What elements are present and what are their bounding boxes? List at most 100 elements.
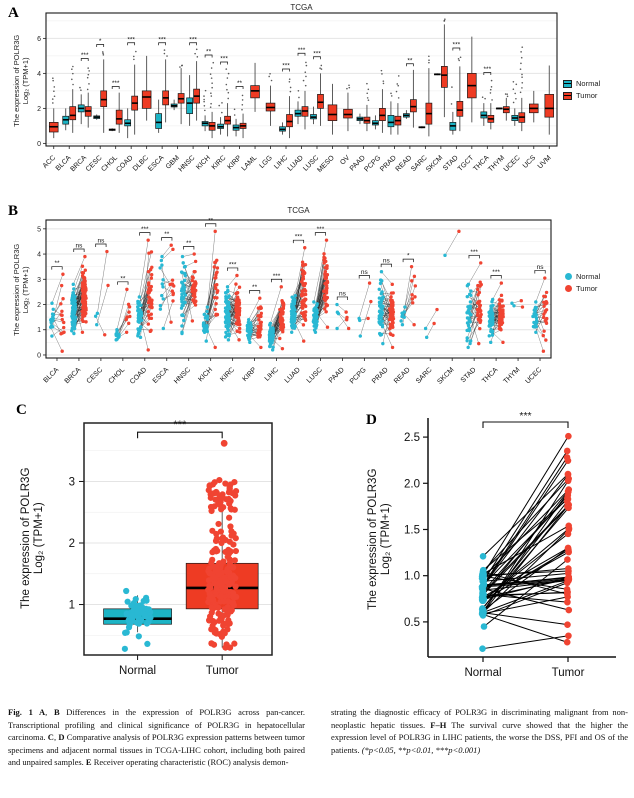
svg-text:2: 2: [37, 106, 41, 113]
svg-text:BRCA: BRCA: [69, 154, 88, 173]
svg-text:PAAD: PAAD: [328, 366, 346, 384]
svg-text:5: 5: [37, 226, 41, 233]
normal-boxplot-icon: [563, 79, 572, 88]
svg-text:ESCA: ESCA: [147, 154, 166, 173]
svg-text:Tumor: Tumor: [552, 667, 585, 679]
boxplot-group-LUSC: ***: [310, 50, 324, 126]
boxplot-group-GBM: [170, 64, 185, 125]
svg-text:**: **: [54, 260, 60, 267]
paired-group-LIHC: ***: [267, 273, 286, 352]
boxplot-group-SKCM: [434, 18, 448, 118]
caption-right-column: strating the diagnostic efficacy of POLR…: [331, 707, 629, 755]
paired-group-READ: *: [399, 253, 418, 327]
boxplot-group-ACC: [48, 77, 59, 139]
boxplot-group-COAD: ***: [124, 36, 139, 139]
panel-d-paired-lines-chart: 0.5 1.0 1.5 2.0 2.5 Normal Tumor ***: [404, 410, 616, 679]
svg-text:*: *: [99, 38, 102, 45]
boxplot-group-READ: **: [403, 57, 417, 128]
svg-text:1.0: 1.0: [404, 571, 420, 583]
boxplot-group-TGCT: [467, 36, 477, 123]
panel-d-label: D: [366, 412, 377, 428]
svg-text:**: **: [407, 57, 413, 64]
svg-text:Normal: Normal: [464, 667, 501, 679]
significance-bracket: ***: [137, 419, 223, 439]
svg-text:UCS: UCS: [522, 154, 538, 170]
panel-b-border: [45, 219, 552, 359]
svg-text:PCPG: PCPG: [349, 366, 368, 385]
svg-text:ns: ns: [361, 269, 369, 276]
paired-group-ESCA: **: [158, 231, 176, 331]
panel-d-axes: 0.5 1.0 1.5 2.0 2.5 Normal Tumor: [404, 418, 616, 679]
svg-text:***: ***: [220, 56, 228, 63]
svg-text:***: ***: [273, 273, 281, 280]
svg-text:0: 0: [37, 352, 41, 359]
svg-text:ns: ns: [75, 243, 83, 250]
svg-text:2: 2: [69, 538, 75, 550]
panel-a-grid: [46, 20, 557, 144]
boxplot-group-HNSC: ***: [186, 36, 200, 126]
boxplot-group-OV: [343, 84, 353, 132]
boxplot-group-LIHC: ***: [279, 63, 293, 139]
svg-text:2: 2: [37, 302, 41, 309]
svg-text:3: 3: [37, 277, 41, 284]
figure-caption: Fig. 1 A, B Differences in the expressio…: [8, 706, 628, 769]
paired-group-SKCM: [443, 229, 461, 258]
panel-b-paired-dots-chart: 0 1 2 3 4 5 BLCA BRCA CESC CHOL COAD ESCA HNSC KICH KI…: [37, 217, 552, 386]
panel-c-boxplot-chart: 1 2 3 Normal Tumor ***: [69, 419, 273, 677]
legend-row-tumor: Tumor: [565, 284, 600, 293]
svg-text:LIHC: LIHC: [264, 366, 280, 382]
svg-text:0: 0: [37, 141, 41, 148]
panel-b-legend: Normal Tumor: [565, 272, 600, 293]
panel-a-border: [45, 12, 558, 147]
panel-c-label: C: [16, 402, 27, 418]
panel-b-label: B: [8, 203, 19, 219]
boxplot-group-DLBC: [141, 55, 152, 121]
svg-text:READ: READ: [393, 366, 412, 385]
svg-text:PRAD: PRAD: [371, 366, 390, 385]
svg-text:2.5: 2.5: [404, 432, 420, 444]
svg-text:*: *: [407, 253, 410, 260]
boxplot-group-KIRC: ***: [217, 56, 231, 137]
paired-group-SARC: [423, 307, 439, 340]
svg-text:1.5: 1.5: [404, 524, 420, 536]
panel-a-legend: Normal Tumor: [563, 79, 600, 100]
svg-text:KICH: KICH: [195, 154, 212, 171]
svg-text:***: ***: [282, 63, 290, 70]
paired-group-COAD: ***: [136, 226, 154, 352]
svg-text:***: ***: [173, 419, 187, 431]
svg-text:COAD: COAD: [129, 366, 148, 385]
svg-text:KICH: KICH: [197, 366, 214, 383]
tumor-boxplot-icon: [563, 91, 572, 100]
svg-text:***: ***: [470, 249, 478, 256]
svg-text:ns: ns: [537, 264, 545, 271]
svg-text:4: 4: [37, 252, 41, 259]
normal-dot-icon: [565, 273, 572, 280]
svg-text:***: ***: [313, 50, 321, 57]
pair-lines: [481, 435, 570, 650]
pair-points: [478, 432, 573, 652]
svg-text:STAD: STAD: [460, 366, 478, 384]
paired-group-HNSC: **: [179, 240, 198, 336]
svg-text:ns: ns: [97, 237, 105, 244]
caption-left-column: Fig. 1 A, B Differences in the expressio…: [8, 707, 305, 768]
svg-text:**: **: [186, 240, 192, 247]
svg-text:HNSC: HNSC: [178, 154, 197, 173]
paired-group-THCA: ***: [487, 269, 505, 345]
svg-text:THYM: THYM: [502, 366, 521, 385]
paired-group-PAAD: ns: [335, 290, 351, 331]
svg-text:0.5: 0.5: [404, 617, 420, 629]
svg-text:BRCA: BRCA: [64, 366, 83, 385]
boxplot-group-PRAD: [387, 75, 402, 135]
svg-text:2.0: 2.0: [404, 478, 420, 490]
svg-text:***: ***: [453, 42, 461, 49]
paired-group-BRCA: ns: [70, 243, 88, 336]
boxplot-group-THCA: ***: [480, 66, 495, 130]
paired-group-PRAD: ns: [377, 258, 396, 350]
svg-text:CHOL: CHOL: [108, 366, 127, 385]
svg-text:OV: OV: [339, 154, 351, 166]
svg-text:DLBC: DLBC: [132, 154, 150, 172]
svg-text:UVM: UVM: [537, 154, 553, 170]
